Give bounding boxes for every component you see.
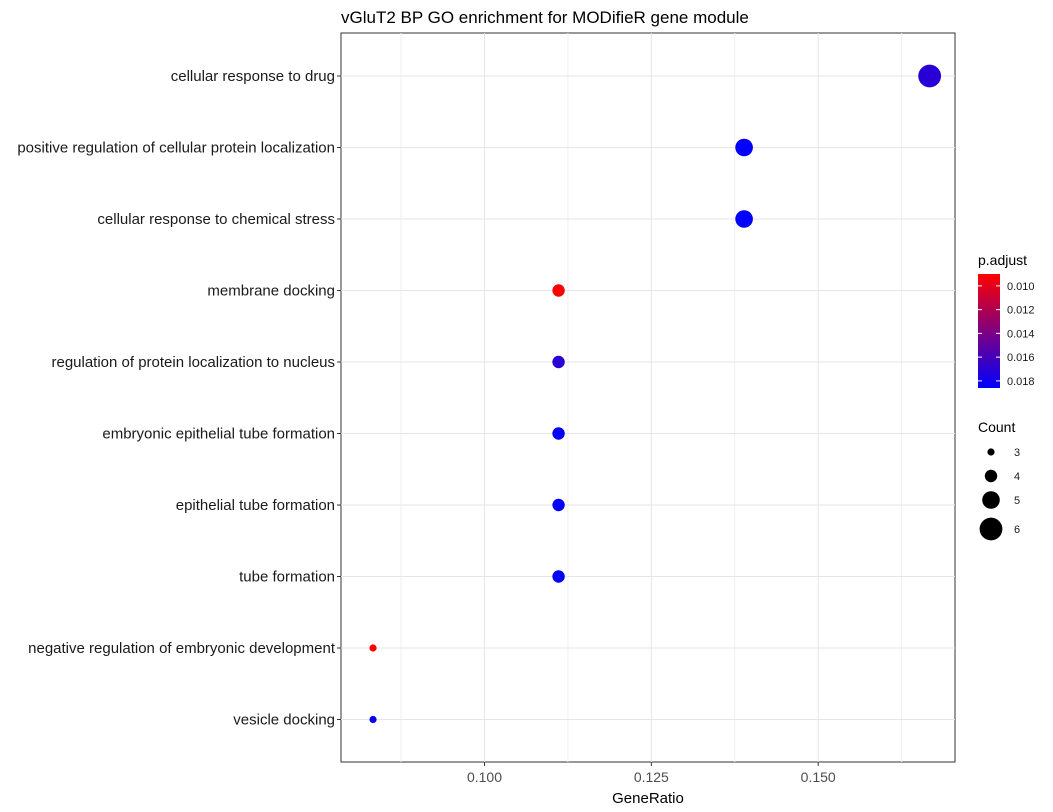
size-legend-title: Count — [978, 419, 1015, 435]
color-legend-label: 0.018 — [1007, 376, 1035, 388]
data-point — [735, 210, 753, 228]
x-tick-label: 0.125 — [634, 769, 669, 785]
data-point — [552, 355, 565, 369]
data-point — [918, 64, 942, 88]
chart-title: vGluT2 BP GO enrichment for MODifieR gen… — [341, 8, 749, 27]
x-tick-label: 0.100 — [467, 769, 502, 785]
size-legend-label: 5 — [1014, 495, 1020, 507]
color-legend-label: 0.010 — [1007, 281, 1035, 293]
y-tick-label: cellular response to chemical stress — [97, 211, 335, 228]
data-point — [552, 570, 565, 583]
color-legend-label: 0.012 — [1007, 305, 1035, 317]
size-legend-key — [987, 448, 995, 456]
data-points — [369, 64, 942, 724]
data-point — [552, 498, 565, 512]
color-legend-bar — [978, 274, 1000, 388]
color-legend-ticks: 0.010 0.012 0.014 0.016 0.018 — [978, 281, 1035, 388]
color-legend-label: 0.014 — [1007, 328, 1035, 340]
y-tick-label: negative regulation of embryonic develop… — [28, 640, 336, 657]
x-tick-label: 0.150 — [801, 769, 836, 785]
data-point — [369, 644, 377, 652]
color-legend-title: p.adjust — [978, 252, 1027, 268]
y-axis: cellular response to drug positive regula… — [17, 68, 341, 729]
y-tick-label: cellular response to drug — [171, 68, 335, 85]
color-legend-label: 0.016 — [1007, 352, 1035, 364]
data-point — [735, 138, 753, 157]
size-legend-label: 4 — [1014, 471, 1020, 483]
y-tick-label: vesicle docking — [233, 712, 335, 729]
y-tick-label: epithelial tube formation — [176, 497, 335, 514]
color-legend: p.adjust 0.010 0.012 0.014 0.016 0.018 — [978, 252, 1035, 388]
size-legend-key — [982, 491, 1000, 509]
y-tick-label: regulation of protein localization to nu… — [51, 354, 335, 371]
y-tick-label: embryonic epithelial tube formation — [102, 426, 335, 443]
size-legend-key — [984, 469, 998, 483]
y-tick-label: tube formation — [239, 569, 335, 586]
plot-panel — [340, 32, 956, 763]
y-tick-label: positive regulation of cellular protein … — [17, 140, 335, 157]
size-legend: Count 3 4 5 6 — [978, 419, 1020, 541]
size-legend-key — [979, 517, 1003, 541]
data-point — [369, 715, 377, 724]
data-point — [552, 427, 565, 440]
size-legend-label: 6 — [1014, 524, 1020, 536]
y-tick-label: membrane docking — [207, 283, 335, 300]
x-axis: 0.100 0.125 0.150 — [467, 762, 836, 785]
size-legend-label: 3 — [1014, 447, 1020, 459]
grid-lines — [341, 33, 955, 762]
size-legend-keys: 3 4 5 6 — [979, 447, 1020, 541]
x-axis-label: GeneRatio — [612, 790, 684, 807]
data-point — [552, 284, 565, 297]
